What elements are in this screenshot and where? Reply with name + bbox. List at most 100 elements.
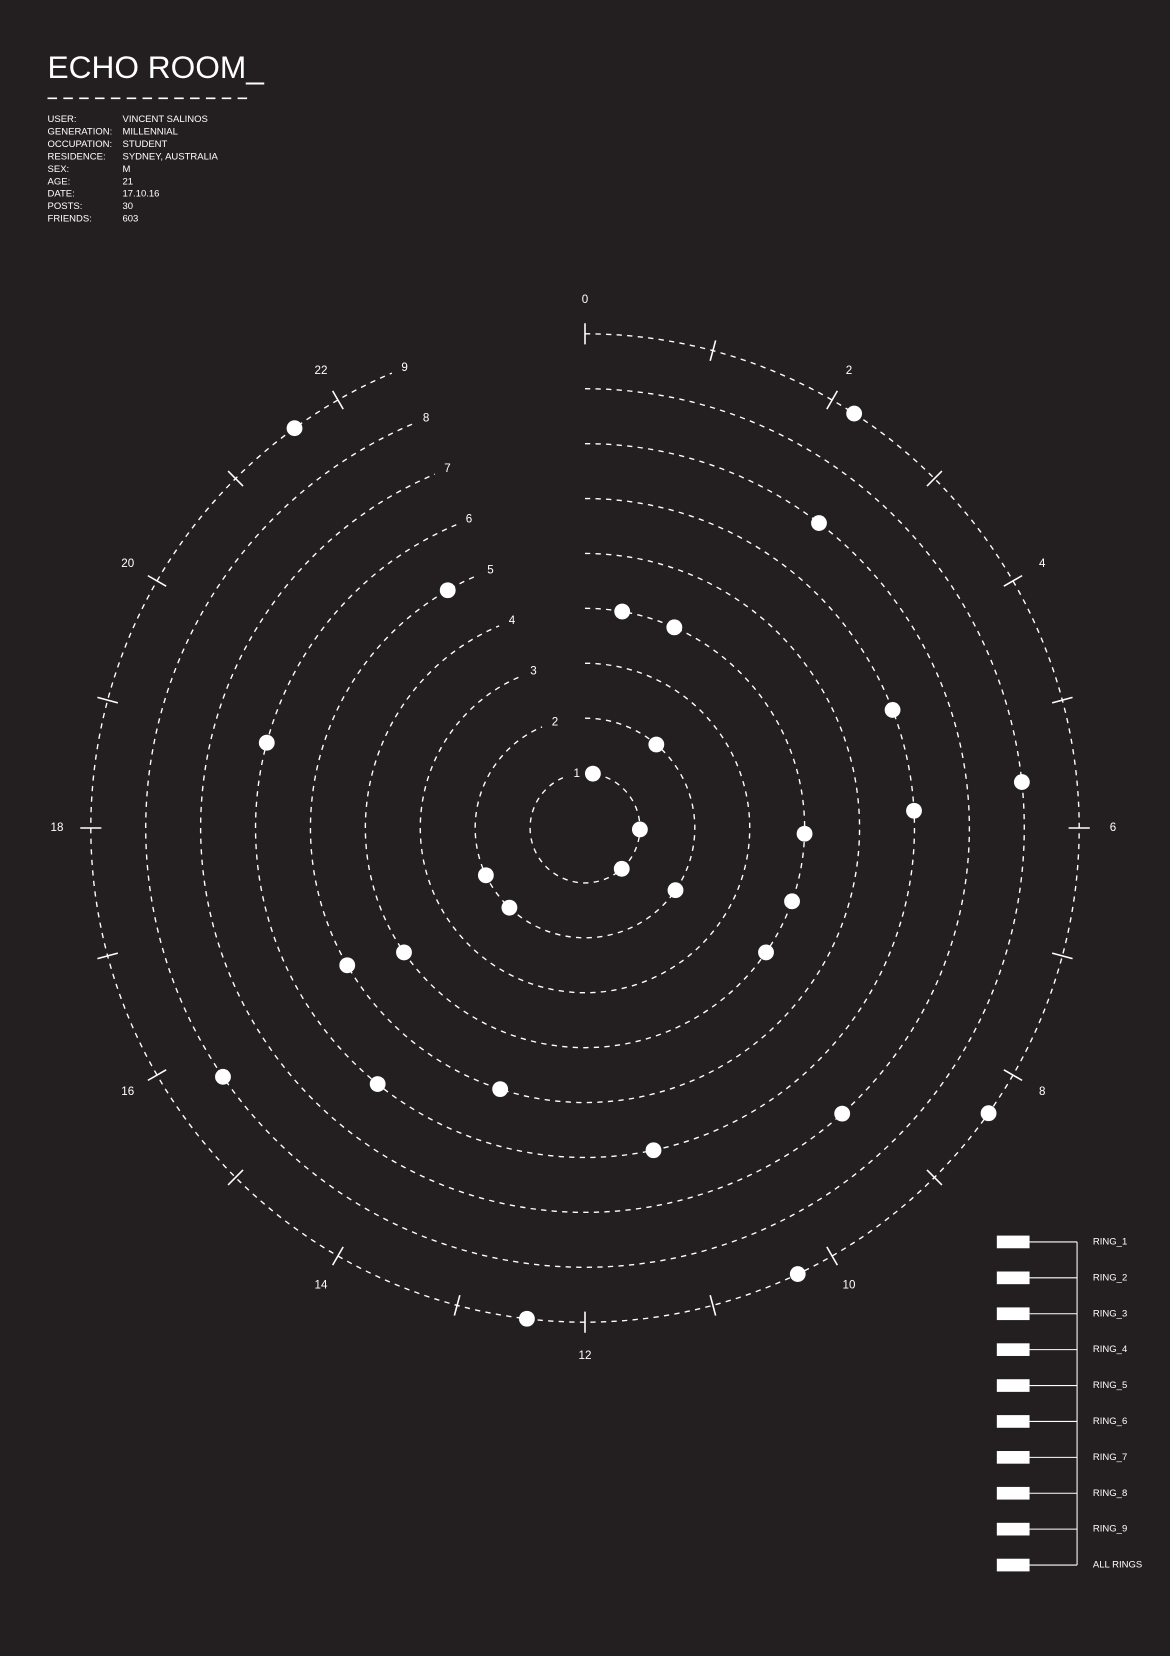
post-dot [980,1105,997,1122]
tick-mark [97,952,119,960]
profile-value: M [122,164,130,175]
post-dot [369,1076,386,1092]
ring [419,662,751,994]
hour-label: 2 [846,364,852,377]
tick-mark [227,1169,244,1186]
ring-label: 9 [401,361,407,374]
profile-label: SEX: [48,164,70,175]
tick-mark [926,1169,943,1186]
tick-mark [1051,952,1073,960]
post-dot [758,944,774,961]
post-dot [906,802,922,819]
tick-mark [147,1069,167,1082]
tick-mark [826,390,839,410]
ring-label: 3 [530,665,536,678]
legend-key[interactable] [996,1486,1030,1500]
post-dot [1013,774,1030,791]
hour-label: 8 [1039,1085,1045,1098]
profile-label: GENERATION: [48,126,113,137]
legend: RING_1 RING_2 RING_3 RING_4 RING_5 RING_6 RING… [996,1235,1142,1572]
legend-label[interactable]: RING_7 [1093,1452,1127,1463]
hour-label: 14 [315,1278,328,1291]
profile-label: DATE: [48,189,75,200]
legend-key[interactable] [996,1522,1030,1536]
legend-key[interactable] [996,1558,1030,1572]
tick-mark [1003,574,1023,587]
legend-label[interactable]: RING_6 [1093,1416,1127,1427]
profile-value: STUDENT [122,139,167,150]
tick-mark [926,470,943,487]
hour-label: 22 [315,364,328,377]
hour-label: 20 [121,557,134,570]
profile-value: 603 [122,214,138,225]
ring-label: 1 [573,767,579,780]
tick-mark [709,340,717,362]
post-dot [258,734,275,751]
profile-label: AGE: [48,176,71,187]
hour-label: 6 [1110,821,1116,834]
post-dot [834,1105,851,1122]
legend-key[interactable] [996,1451,1030,1464]
tick-mark [709,1294,717,1316]
profile-label: USER: [48,114,77,125]
tick-mark [331,390,344,410]
legend-key[interactable] [996,1415,1030,1428]
post-dot [584,765,601,782]
legend-label[interactable]: RING_5 [1093,1380,1127,1391]
ring [199,442,971,1214]
legend-key[interactable] [996,1235,1030,1249]
post-dot [215,1068,231,1085]
profile-value: 17.10.16 [122,189,159,200]
hour-label: 18 [51,821,64,834]
profile-value: SYDNEY, AUSTRALIA [122,151,218,162]
post-dot [667,882,684,899]
legend-label[interactable]: RING_3 [1093,1308,1127,1319]
profile-value: 21 [122,176,133,187]
legend-key[interactable] [996,1307,1030,1321]
ring-label: 4 [509,614,516,627]
legend-label[interactable]: RING_4 [1093,1344,1127,1355]
post-dot [796,825,813,842]
post-dot [666,619,683,636]
legend-key[interactable] [996,1343,1030,1356]
ring-label: 5 [487,563,493,576]
post-dot [645,1142,662,1159]
legend-key[interactable] [996,1379,1030,1392]
tick-mark [147,574,167,587]
profile-value: MILLENNIAL [122,126,177,137]
post-dot [339,957,356,974]
profile-label: POSTS: [48,201,83,212]
post-dot [811,515,827,531]
tick-mark [97,696,119,704]
post-dot [492,1081,509,1098]
legend-label[interactable]: RING_9 [1093,1524,1127,1535]
ring [364,607,806,1049]
post-dot [396,944,412,961]
ring [309,552,861,1104]
post-dot [789,1266,806,1282]
post-dot [477,867,494,884]
post-dot [286,420,303,437]
ring [145,388,1025,1268]
legend-label[interactable]: RING_8 [1093,1488,1127,1499]
post-dot [613,860,630,877]
profile-value: 30 [122,201,133,212]
hour-label: 12 [579,1349,592,1362]
tick-mark [227,470,244,487]
legend-label[interactable]: RING_1 [1093,1236,1127,1247]
tick-mark [1051,696,1073,704]
legend-label[interactable]: ALL RINGS [1093,1560,1142,1571]
post-dot [518,1310,535,1327]
ring-label: 8 [423,412,429,425]
profile: USER: VINCENT SALINOS GENERATION: MILLENNIA… [48,114,219,225]
legend-label[interactable]: RING_2 [1093,1272,1127,1283]
hour-label: 16 [121,1085,134,1098]
ring [474,717,696,939]
profile-value: VINCENT SALINOS [122,114,207,125]
profile-label: OCCUPATION: [48,139,113,150]
legend-key[interactable] [996,1271,1030,1285]
ring-label: 6 [466,513,472,526]
tick-mark [453,1294,461,1316]
